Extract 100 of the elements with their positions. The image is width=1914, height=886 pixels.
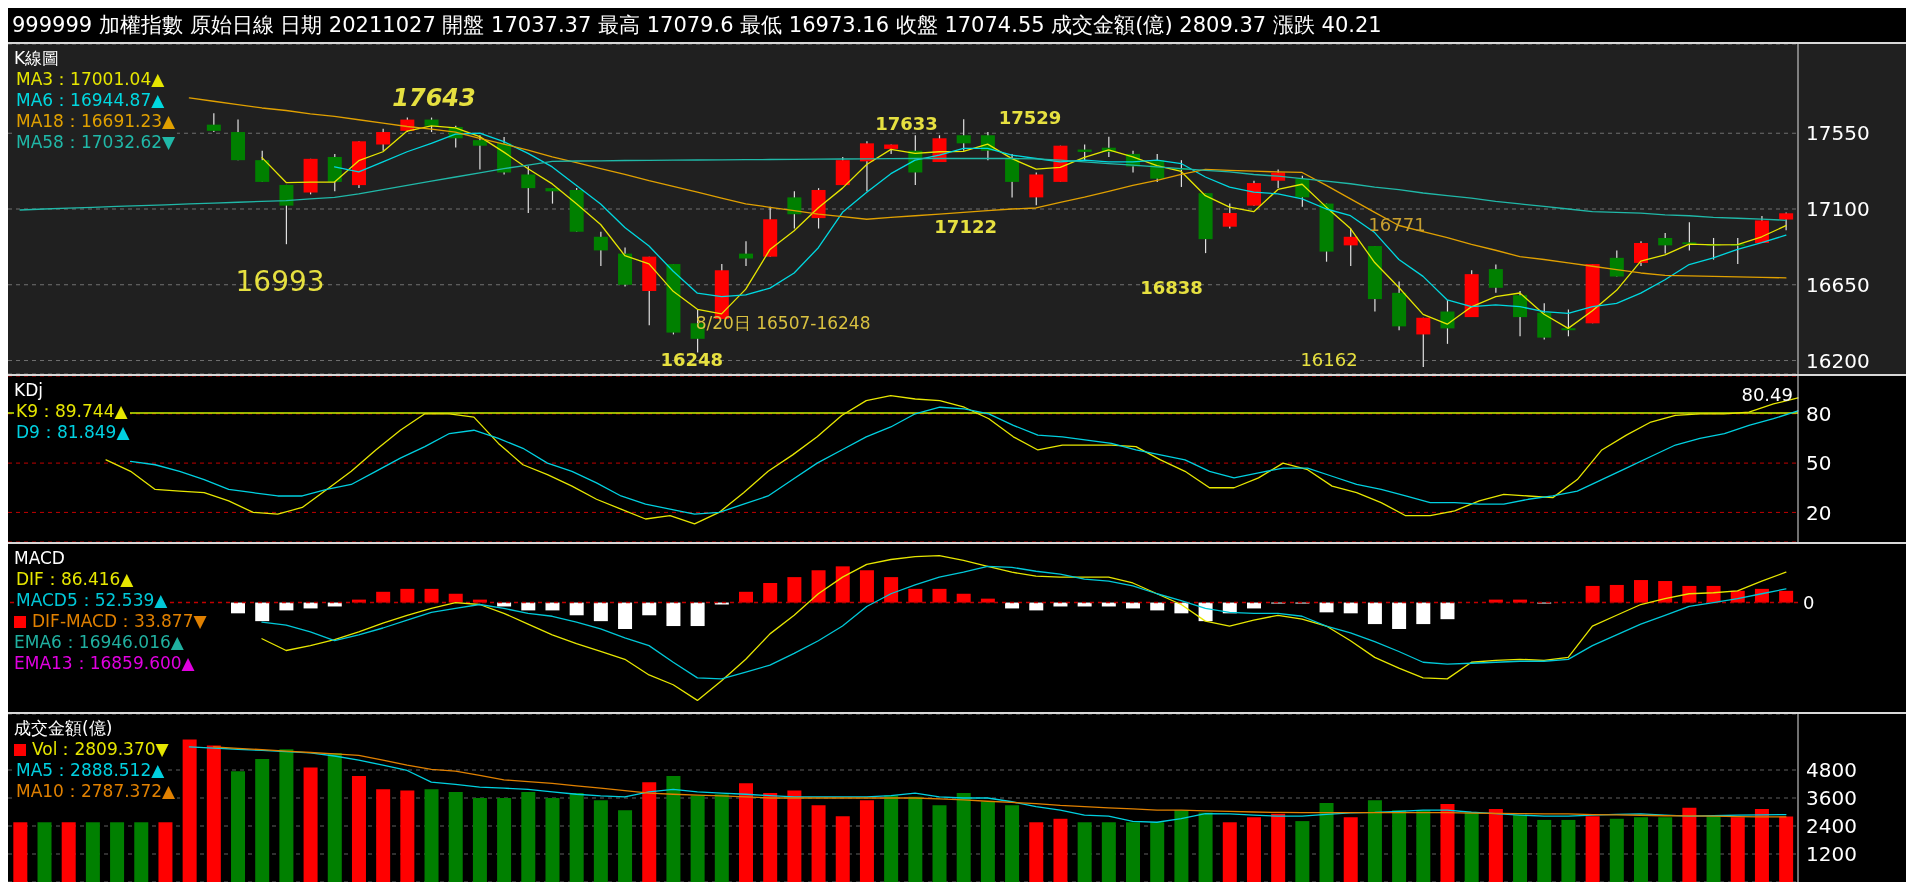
bar	[1706, 816, 1721, 882]
bar	[1392, 810, 1407, 882]
bar	[1343, 602, 1358, 614]
bar	[376, 789, 391, 882]
bar	[618, 602, 633, 629]
y-tick-label: 1200	[1806, 842, 1857, 867]
y-tick-label: 20	[1806, 500, 1832, 525]
chart-title: KDj	[14, 380, 43, 400]
bar	[956, 793, 971, 882]
text: MA10：2787.372▲	[16, 781, 176, 801]
candlestick	[1416, 317, 1431, 368]
bar	[1585, 816, 1600, 882]
candlestick	[1682, 221, 1697, 252]
bar	[1029, 822, 1044, 882]
bar	[37, 822, 52, 882]
candlestick	[1246, 180, 1261, 207]
annotation: 17122	[934, 215, 997, 237]
bar	[1634, 580, 1648, 603]
bar	[763, 582, 778, 603]
bar	[1246, 817, 1261, 882]
candlestick	[206, 112, 221, 133]
bar	[545, 798, 560, 882]
text: MA3：17001.04▲	[16, 69, 165, 89]
bar	[932, 805, 947, 882]
candlestick	[1634, 240, 1648, 267]
bar	[1101, 822, 1116, 882]
bar	[835, 816, 850, 882]
bar	[642, 602, 657, 616]
chart-title: 成交金額(億)	[14, 718, 113, 738]
bar	[666, 776, 681, 882]
candlestick	[1005, 153, 1020, 198]
bar	[835, 566, 850, 603]
line-series	[129, 406, 1799, 515]
bar	[642, 782, 657, 882]
annotation: 8/20日 16507-16248	[695, 312, 871, 333]
y-tick-label: 4800	[1806, 758, 1857, 783]
bar	[1126, 822, 1141, 882]
bar	[763, 793, 778, 882]
annotation: EMA13：16859.600▲	[14, 653, 195, 673]
candlestick	[859, 140, 874, 192]
bar	[1367, 800, 1382, 882]
candlestick	[1343, 227, 1358, 267]
bar	[1416, 810, 1431, 882]
bar	[1537, 819, 1552, 882]
candlestick	[593, 231, 608, 267]
bar	[231, 771, 246, 882]
bar	[1343, 817, 1358, 882]
bar	[1319, 802, 1334, 882]
bar	[1416, 602, 1431, 625]
bar	[1440, 602, 1455, 620]
series-label: MA18：16691.23▲	[16, 111, 176, 131]
candlestick	[739, 240, 753, 267]
y-tick-label: 2400	[1806, 814, 1857, 839]
ref-line-label: 0	[1803, 591, 1815, 613]
bar	[569, 793, 584, 882]
bar	[182, 739, 197, 882]
bar	[1005, 805, 1020, 882]
candlestick	[472, 134, 487, 171]
bar	[1488, 808, 1503, 882]
bar	[110, 822, 125, 882]
bar	[1682, 807, 1697, 882]
bar	[231, 602, 246, 614]
candlestick	[956, 118, 971, 152]
series-label: D9：81.849▲	[16, 422, 130, 442]
bar	[739, 591, 753, 603]
bar	[787, 790, 802, 882]
text: K9：89.744▲	[16, 401, 128, 421]
candlestick	[1561, 308, 1576, 337]
bar	[666, 602, 681, 627]
bar	[1367, 602, 1382, 625]
bar	[255, 759, 270, 882]
bar	[1440, 804, 1455, 882]
legend-label: Vol：2809.370▼	[32, 739, 169, 759]
candlestick	[255, 150, 270, 183]
annotation: 17529	[998, 106, 1062, 128]
bar	[1561, 819, 1576, 882]
bar	[787, 577, 802, 603]
bar	[593, 602, 608, 622]
bar	[1392, 602, 1407, 629]
bar	[1464, 812, 1479, 882]
chart-title: 999999 加權指數 原始日線 日期 20211027 開盤 17037.37 最高 17079.6 最低 16973.16 收盤 17074.55 成交金額(億) 2809.37 漲跌 40.21	[12, 13, 1382, 37]
bar	[593, 800, 608, 882]
bar	[569, 602, 584, 616]
bar	[13, 822, 28, 882]
bar	[690, 602, 705, 627]
bar	[884, 795, 899, 882]
bar	[448, 791, 463, 882]
bar	[1585, 585, 1600, 603]
bar	[255, 602, 270, 622]
bar	[1658, 581, 1673, 603]
annotation: 16162	[1300, 348, 1358, 370]
bar	[521, 791, 536, 882]
bar	[884, 577, 899, 603]
candlestick	[787, 190, 802, 230]
candlestick	[1609, 249, 1624, 278]
bar	[1077, 822, 1092, 882]
candlestick	[1222, 203, 1237, 230]
annotation: 16838	[1140, 276, 1203, 298]
bar	[811, 805, 826, 882]
bar	[376, 591, 391, 603]
